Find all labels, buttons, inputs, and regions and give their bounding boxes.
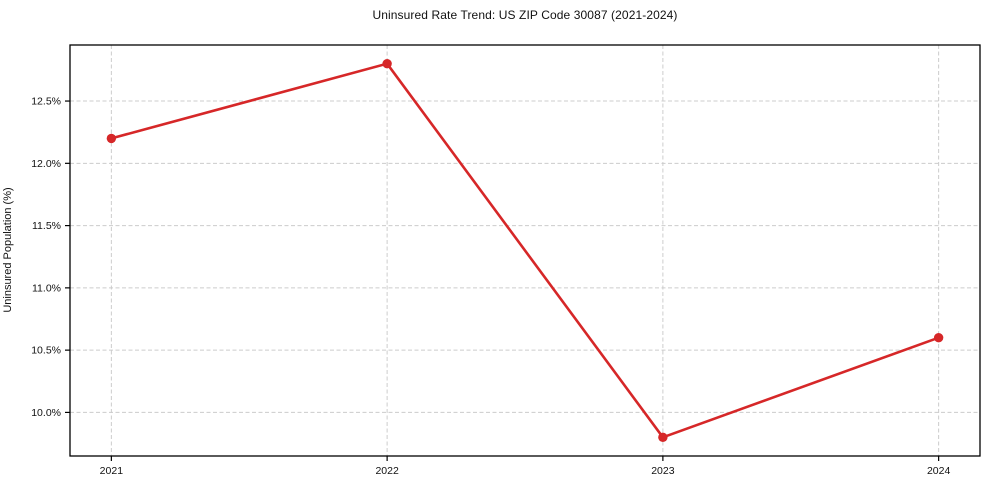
plot-frame bbox=[69, 44, 981, 457]
trend-line bbox=[110, 62, 940, 439]
x-tick-label: 2022 bbox=[375, 465, 399, 477]
y-tick-label: 12.0% bbox=[31, 158, 61, 170]
data-point-2023 bbox=[658, 432, 668, 443]
y-tick-label: 12.5% bbox=[31, 96, 61, 108]
data-point-2022 bbox=[382, 58, 392, 69]
y-tick-label: 11.0% bbox=[32, 282, 61, 294]
x-tick-label: 2023 bbox=[651, 465, 675, 477]
data-point-2024 bbox=[933, 332, 944, 343]
x-tick-label: 2024 bbox=[927, 465, 951, 477]
y-tick-label: 11.5% bbox=[32, 220, 61, 232]
data-point-2021 bbox=[106, 133, 117, 144]
y-tick-label: 10.5% bbox=[31, 345, 61, 357]
y-tick-label: 10.0% bbox=[31, 407, 61, 419]
x-tick-label: 2021 bbox=[100, 465, 124, 477]
chart-title: Uninsured Rate Trend: US ZIP Code 30087 … bbox=[372, 8, 678, 22]
